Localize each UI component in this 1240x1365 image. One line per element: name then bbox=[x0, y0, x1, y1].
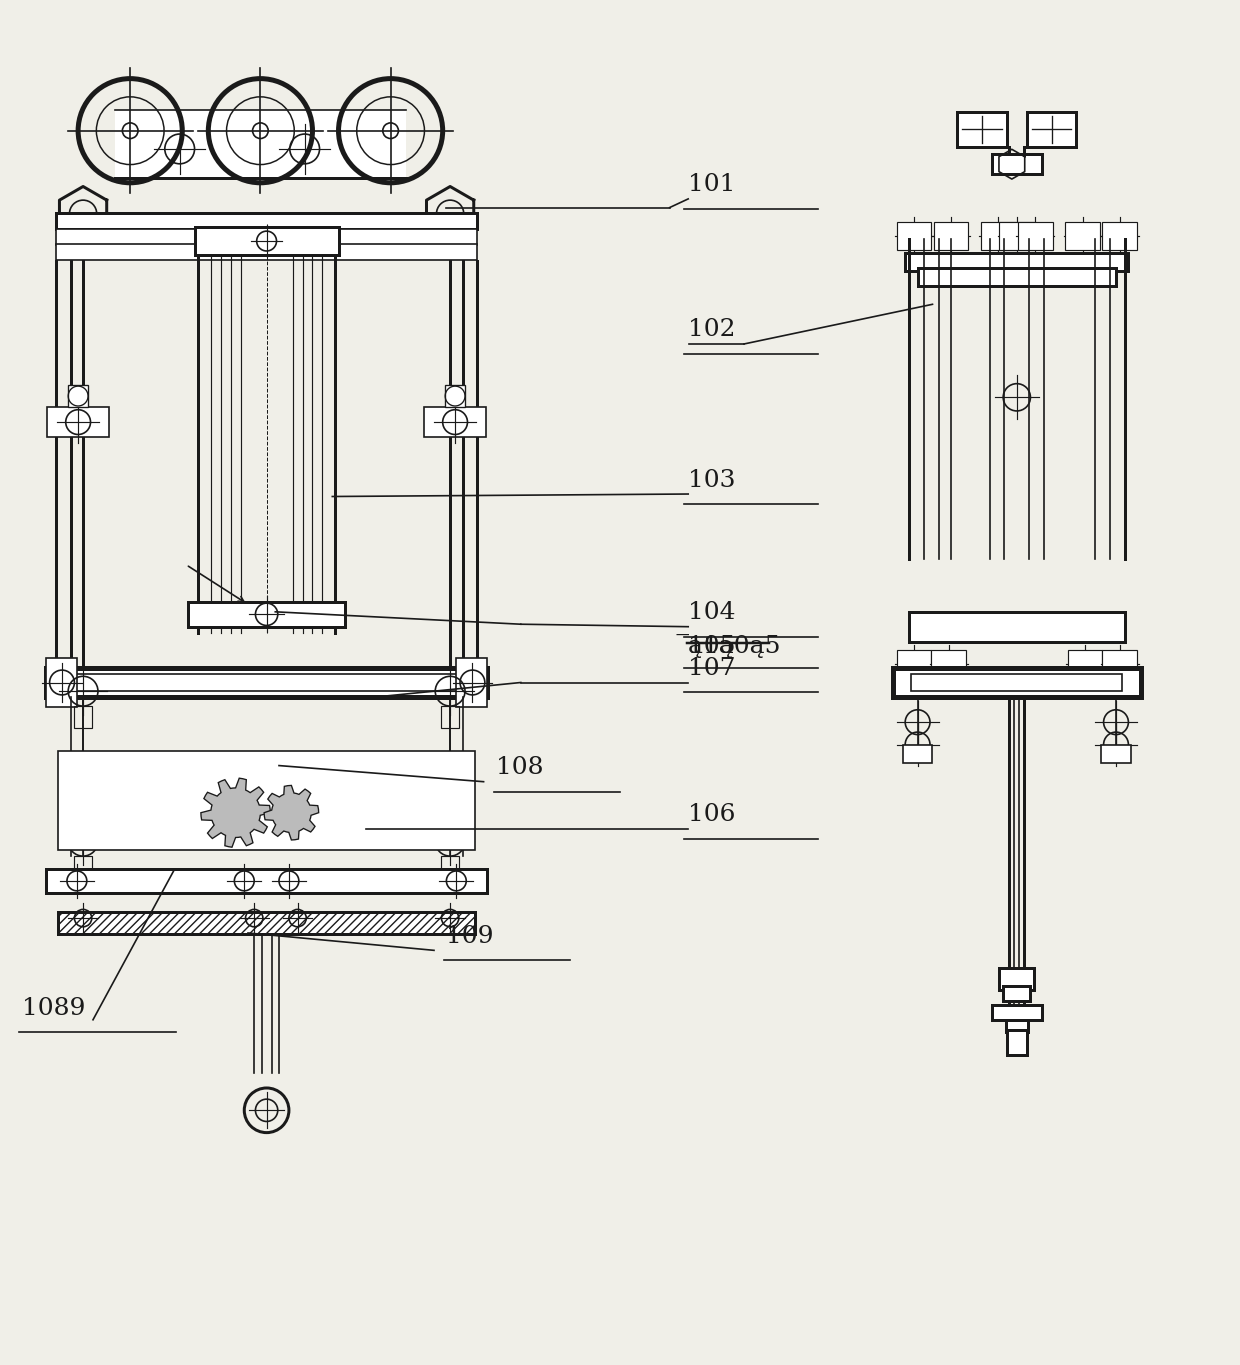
Bar bbox=[56, 229, 477, 244]
Bar bbox=[999, 222, 1034, 250]
Circle shape bbox=[281, 803, 301, 823]
Bar bbox=[58, 912, 475, 934]
Bar bbox=[56, 243, 477, 259]
Bar bbox=[1027, 112, 1076, 147]
Text: ̅ą1ą0ą5: ̅ą1ą0ą5 bbox=[688, 633, 781, 658]
Bar bbox=[1102, 222, 1137, 250]
Text: 109: 109 bbox=[446, 925, 494, 947]
Bar bbox=[981, 222, 1016, 250]
Bar bbox=[46, 667, 487, 698]
Bar bbox=[992, 1005, 1042, 1020]
Bar bbox=[931, 650, 966, 677]
Text: 102: 102 bbox=[688, 318, 735, 341]
Text: 101: 101 bbox=[688, 173, 735, 197]
Bar bbox=[441, 856, 459, 879]
Bar bbox=[992, 154, 1042, 175]
Bar bbox=[934, 222, 968, 250]
Text: 107: 107 bbox=[688, 657, 735, 680]
Bar bbox=[456, 658, 487, 707]
Text: 104: 104 bbox=[688, 601, 735, 624]
Polygon shape bbox=[201, 778, 270, 848]
Bar bbox=[58, 751, 475, 850]
Text: 103: 103 bbox=[688, 468, 735, 491]
Bar bbox=[1065, 222, 1100, 250]
Bar bbox=[74, 706, 92, 729]
Bar bbox=[957, 112, 1007, 147]
Bar bbox=[1006, 1020, 1028, 1032]
Bar bbox=[58, 674, 475, 691]
Bar bbox=[905, 254, 1128, 270]
Bar bbox=[999, 968, 1034, 990]
Bar bbox=[424, 407, 486, 437]
Text: 105: 105 bbox=[688, 635, 735, 658]
Bar bbox=[56, 213, 477, 229]
Circle shape bbox=[223, 800, 248, 824]
Text: 1089: 1089 bbox=[22, 996, 86, 1020]
Bar bbox=[46, 868, 487, 893]
Bar bbox=[195, 228, 339, 255]
Bar bbox=[47, 407, 109, 437]
Bar bbox=[893, 667, 1141, 698]
Bar bbox=[74, 856, 92, 879]
Bar bbox=[1007, 1029, 1027, 1055]
Bar bbox=[1102, 650, 1137, 677]
Bar bbox=[897, 222, 931, 250]
Bar bbox=[46, 658, 77, 707]
Polygon shape bbox=[264, 785, 319, 839]
Bar bbox=[903, 744, 932, 763]
Bar bbox=[1003, 987, 1030, 1001]
Bar bbox=[445, 385, 465, 407]
Bar bbox=[441, 706, 459, 729]
Text: 106: 106 bbox=[688, 804, 735, 826]
Bar bbox=[918, 269, 1116, 285]
Bar bbox=[909, 612, 1125, 642]
Bar bbox=[897, 650, 931, 677]
Bar bbox=[68, 385, 88, 407]
Bar bbox=[1068, 650, 1102, 677]
Bar bbox=[188, 602, 345, 627]
Bar bbox=[1101, 744, 1131, 763]
Bar bbox=[911, 674, 1122, 691]
Bar bbox=[1018, 222, 1053, 250]
Text: 108: 108 bbox=[496, 756, 543, 779]
